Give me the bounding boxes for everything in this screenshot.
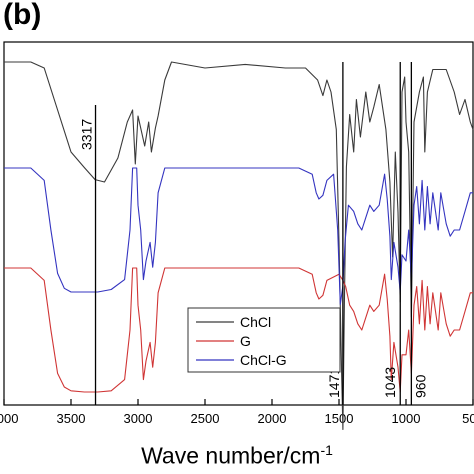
x-tick-label-2500: 2500 (191, 411, 220, 426)
x-tick-label-500: 500 (462, 411, 474, 426)
legend-label-chcl-g: ChCl-G (240, 352, 287, 368)
x-axis-label-text: Wave number/cm (141, 442, 321, 469)
x-tick-label-3500: 3500 (57, 411, 86, 426)
panel-label: (b) (3, 0, 42, 31)
x-tick-label-4000: 4000 (0, 411, 18, 426)
x-tick-label-2000: 2000 (258, 411, 287, 426)
series-line-chcl-g (4, 167, 473, 305)
annotation-label-1471: 1471 (326, 367, 342, 398)
series-line-g (4, 267, 473, 393)
x-axis-label-superscript: -1 (320, 442, 333, 458)
x-axis-label: Wave number/cm-1 (0, 442, 474, 470)
plot-frame (3, 41, 474, 406)
x-tick-label-1500: 1500 (325, 411, 354, 426)
annotation-label-960: 960 (412, 374, 428, 398)
legend-label-g: G (240, 333, 251, 349)
annotation-label-3317: 3317 (79, 119, 95, 150)
annotation-label-1043: 1043 (382, 367, 398, 398)
legend-box (187, 307, 341, 373)
x-tick-label-1000: 1000 (392, 411, 421, 426)
legend-label-chcl: ChCl (240, 314, 271, 330)
series-line-chcl (4, 61, 474, 431)
x-tick-label-3000: 3000 (124, 411, 153, 426)
